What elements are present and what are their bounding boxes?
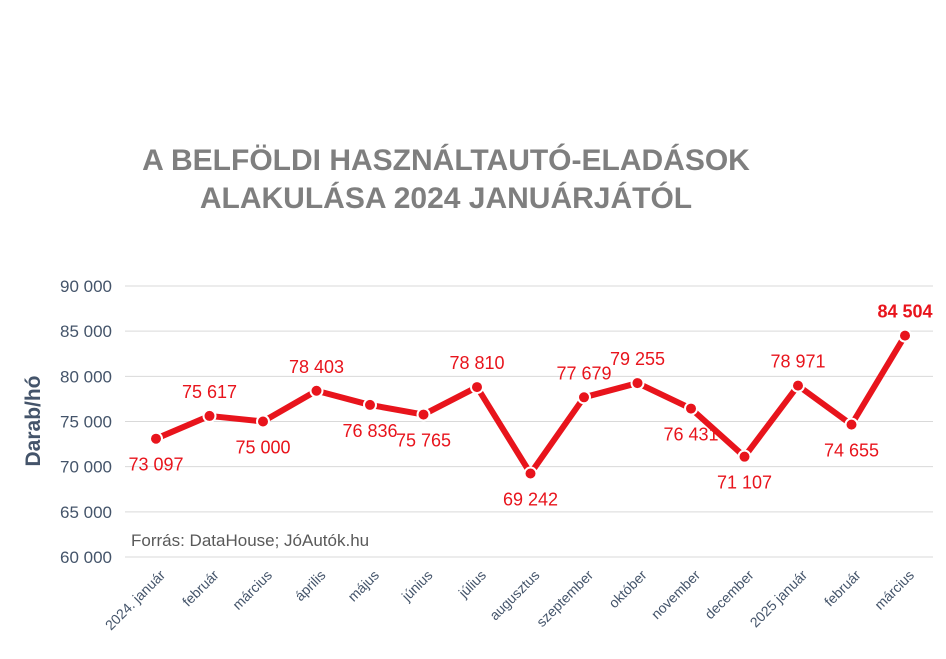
data-point: [898, 328, 912, 343]
x-tick-label: március: [871, 567, 917, 613]
x-tick-label: 2024. január: [102, 567, 169, 634]
data-label: 71 107: [717, 473, 772, 493]
x-tick-label: október: [605, 567, 650, 612]
data-label: 76 431: [663, 425, 718, 445]
y-tick-label: 85 000: [60, 322, 112, 341]
data-point: [149, 431, 163, 446]
x-tick-label: szeptember: [533, 567, 596, 630]
data-label: 73 097: [128, 455, 183, 475]
x-tick-label: április: [291, 567, 328, 604]
x-tick-label: június: [398, 567, 436, 605]
y-tick-label: 60 000: [60, 548, 112, 567]
data-point: [202, 408, 217, 423]
x-tick-label: május: [344, 567, 382, 605]
data-point: [630, 376, 645, 391]
data-point: [416, 407, 431, 422]
source-annotation: Forrás: DataHouse; JóAutók.hu: [131, 531, 369, 550]
y-axis-ticks: 60 000 65 000 70 000 75 000 80 000 85 000 90 0…: [60, 277, 112, 567]
data-label: 76 836: [342, 421, 397, 441]
data-point: [523, 466, 538, 481]
y-tick-label: 75 000: [60, 413, 112, 432]
data-label: 74 655: [824, 441, 879, 461]
chart-title: A BELFÖLDI HASZNÁLTAUTÓ-ELADÁSOK ALAKULÁ…: [0, 142, 892, 218]
y-tick-label: 65 000: [60, 503, 112, 522]
data-point: [256, 414, 270, 429]
x-tick-label: február: [179, 567, 222, 610]
data-point: [363, 397, 377, 412]
x-tick-label: augusztus: [486, 567, 542, 623]
x-tick-label: november: [648, 567, 704, 623]
data-label: 75 000: [235, 438, 290, 458]
x-axis-ticks: 2024. január február március április május jú…: [102, 567, 917, 634]
data-label: 69 242: [503, 490, 558, 510]
data-label: 79 255: [610, 349, 665, 369]
data-point: [791, 378, 805, 393]
data-label: 75 617: [182, 382, 237, 402]
data-point: [470, 380, 484, 395]
x-tick-label: július: [455, 567, 490, 602]
data-label: 77 679: [556, 363, 611, 383]
data-point: [684, 401, 698, 416]
y-tick-label: 90 000: [60, 277, 112, 296]
data-point: [737, 449, 752, 464]
data-point: [309, 383, 324, 398]
x-tick-label: december: [701, 567, 757, 623]
y-tick-label: 80 000: [60, 367, 112, 386]
data-point: [844, 417, 859, 432]
x-tick-label: 2025 január: [747, 567, 811, 631]
x-tick-label: február: [821, 567, 864, 610]
y-axis-label: Darab/hó: [22, 375, 45, 466]
data-label: 78 971: [770, 352, 825, 372]
data-point: [577, 390, 591, 405]
data-label: 78 810: [449, 353, 504, 373]
data-label: 78 403: [289, 357, 344, 377]
chart-title-line-2: ALAKULÁSA 2024 JANUÁRJÁTÓL: [199, 182, 693, 215]
data-label: 84 504: [877, 302, 932, 322]
y-tick-label: 70 000: [60, 458, 112, 477]
series-sales: [149, 328, 912, 481]
x-tick-label: március: [229, 567, 275, 613]
chart-title-line-1: A BELFÖLDI HASZNÁLTAUTÓ-ELADÁSOK: [142, 144, 750, 177]
data-label: 75 765: [396, 431, 451, 451]
